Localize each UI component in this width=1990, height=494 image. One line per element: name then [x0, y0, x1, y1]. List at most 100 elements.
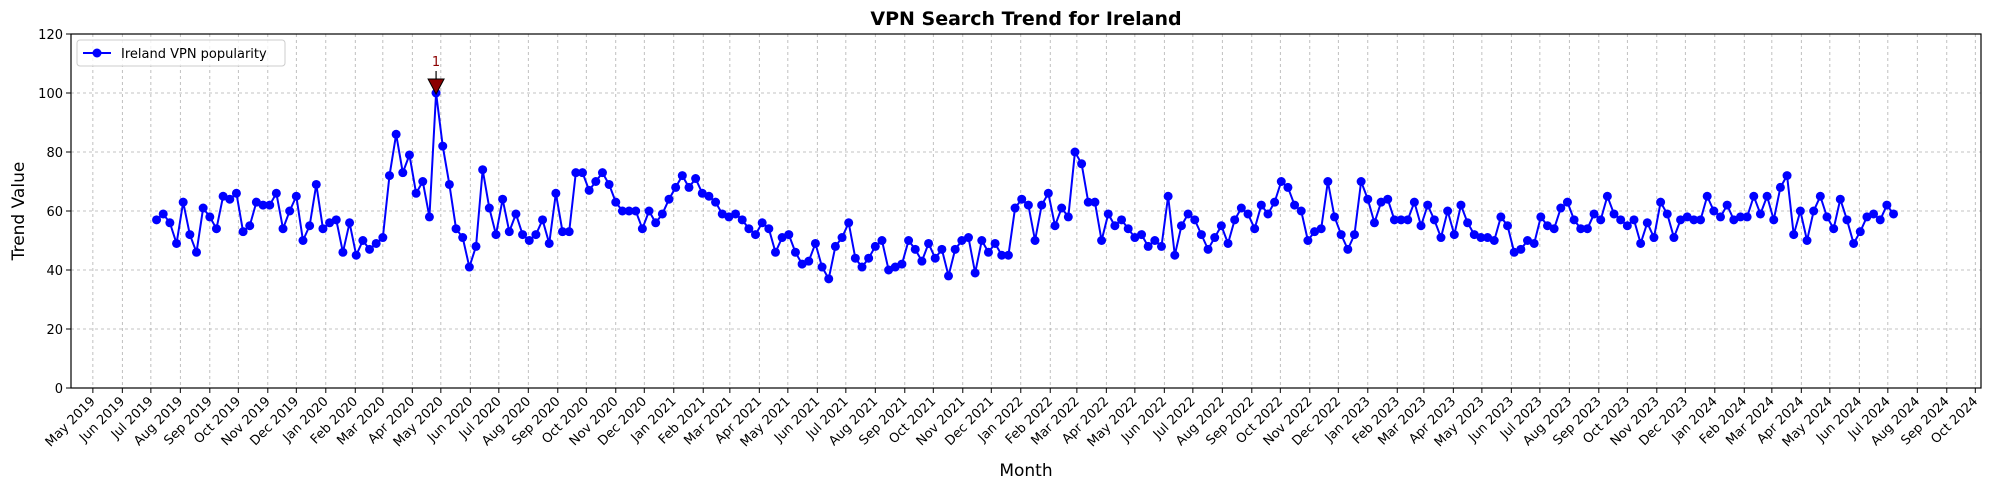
data-point — [1043, 188, 1053, 198]
data-point — [1496, 212, 1506, 222]
grid — [71, 33, 1981, 389]
data-point — [544, 238, 554, 248]
data-point — [458, 233, 468, 243]
data-point — [298, 236, 308, 245]
data-point — [1349, 230, 1359, 240]
data-point — [1596, 215, 1606, 225]
data-point — [451, 224, 461, 234]
data-point — [444, 179, 454, 189]
data-point — [378, 233, 388, 243]
data-point — [1689, 215, 1699, 225]
data-point — [1117, 215, 1127, 225]
data-point — [1270, 197, 1280, 207]
data-point — [165, 218, 175, 228]
data-point — [917, 256, 927, 266]
data-point — [1323, 177, 1333, 186]
data-point — [191, 247, 201, 257]
data-point — [944, 271, 954, 281]
data-point — [258, 200, 268, 210]
data-point — [371, 238, 381, 248]
data-point — [1849, 238, 1859, 248]
data-point — [278, 224, 288, 234]
data-point — [824, 274, 834, 284]
data-point — [1556, 203, 1566, 213]
data-point — [1582, 224, 1592, 234]
data-point — [637, 224, 647, 234]
data-point — [817, 262, 827, 272]
data-point — [657, 209, 667, 219]
data-point — [152, 215, 162, 225]
data-point — [1576, 224, 1586, 234]
data-point — [1529, 238, 1539, 248]
data-point — [484, 203, 494, 213]
data-point — [1423, 200, 1433, 210]
data-point — [1536, 212, 1546, 222]
data-point — [1369, 218, 1379, 228]
data-point — [305, 221, 315, 231]
y-tick-label: 40 — [46, 264, 63, 279]
legend-box — [76, 39, 286, 67]
y-tick-label: 20 — [46, 323, 63, 338]
data-point — [1190, 215, 1200, 225]
chart-title: VPN Search Trend for Ireland — [870, 8, 1181, 30]
data-point — [1815, 191, 1825, 201]
data-point — [391, 129, 401, 139]
data-point — [1409, 197, 1419, 207]
data-point — [1702, 191, 1712, 201]
data-point — [1609, 209, 1619, 219]
data-point — [1842, 215, 1852, 225]
data-point — [1449, 230, 1459, 240]
data-point — [877, 236, 887, 245]
data-point — [551, 188, 561, 198]
data-point — [910, 244, 920, 254]
data-point — [764, 224, 774, 234]
data-point — [591, 177, 601, 186]
data-point — [338, 247, 348, 257]
data-point — [1589, 209, 1599, 219]
data-point — [1642, 218, 1652, 228]
data-point — [1057, 203, 1067, 213]
data-point — [1855, 227, 1865, 237]
data-point — [837, 233, 847, 243]
data-point — [1383, 194, 1393, 204]
y-axis-label: Trend Value — [9, 162, 29, 262]
data-point — [231, 188, 241, 198]
data-point — [365, 244, 375, 254]
data-point — [1236, 203, 1246, 213]
data-point — [1476, 233, 1486, 243]
data-point — [970, 268, 980, 278]
data-point — [225, 194, 235, 204]
data-point — [850, 253, 860, 263]
data-point — [790, 247, 800, 257]
data-point — [1250, 224, 1260, 234]
data-point — [864, 253, 874, 263]
data-point — [1010, 203, 1020, 213]
data-point — [1196, 230, 1206, 240]
data-point — [1230, 215, 1240, 225]
data-point — [558, 227, 568, 237]
data-point — [1150, 236, 1160, 245]
data-point — [704, 191, 714, 201]
data-point — [1103, 209, 1113, 219]
data-point — [1283, 182, 1293, 192]
data-point — [624, 206, 634, 216]
data-point — [577, 168, 587, 178]
data-point — [1403, 215, 1413, 225]
data-point — [178, 197, 188, 207]
data-point — [471, 241, 481, 251]
data-point — [1343, 244, 1353, 254]
data-point — [185, 230, 195, 240]
data-point — [1516, 244, 1526, 254]
data-point — [498, 194, 508, 204]
data-point — [538, 215, 548, 225]
data-point — [1163, 191, 1173, 201]
data-point — [311, 179, 321, 189]
data-point — [897, 259, 907, 269]
data-point — [384, 171, 394, 181]
data-point — [1123, 224, 1133, 234]
data-point — [930, 253, 940, 263]
data-point — [1616, 215, 1626, 225]
data-point — [1170, 250, 1180, 260]
data-point — [1183, 209, 1193, 219]
